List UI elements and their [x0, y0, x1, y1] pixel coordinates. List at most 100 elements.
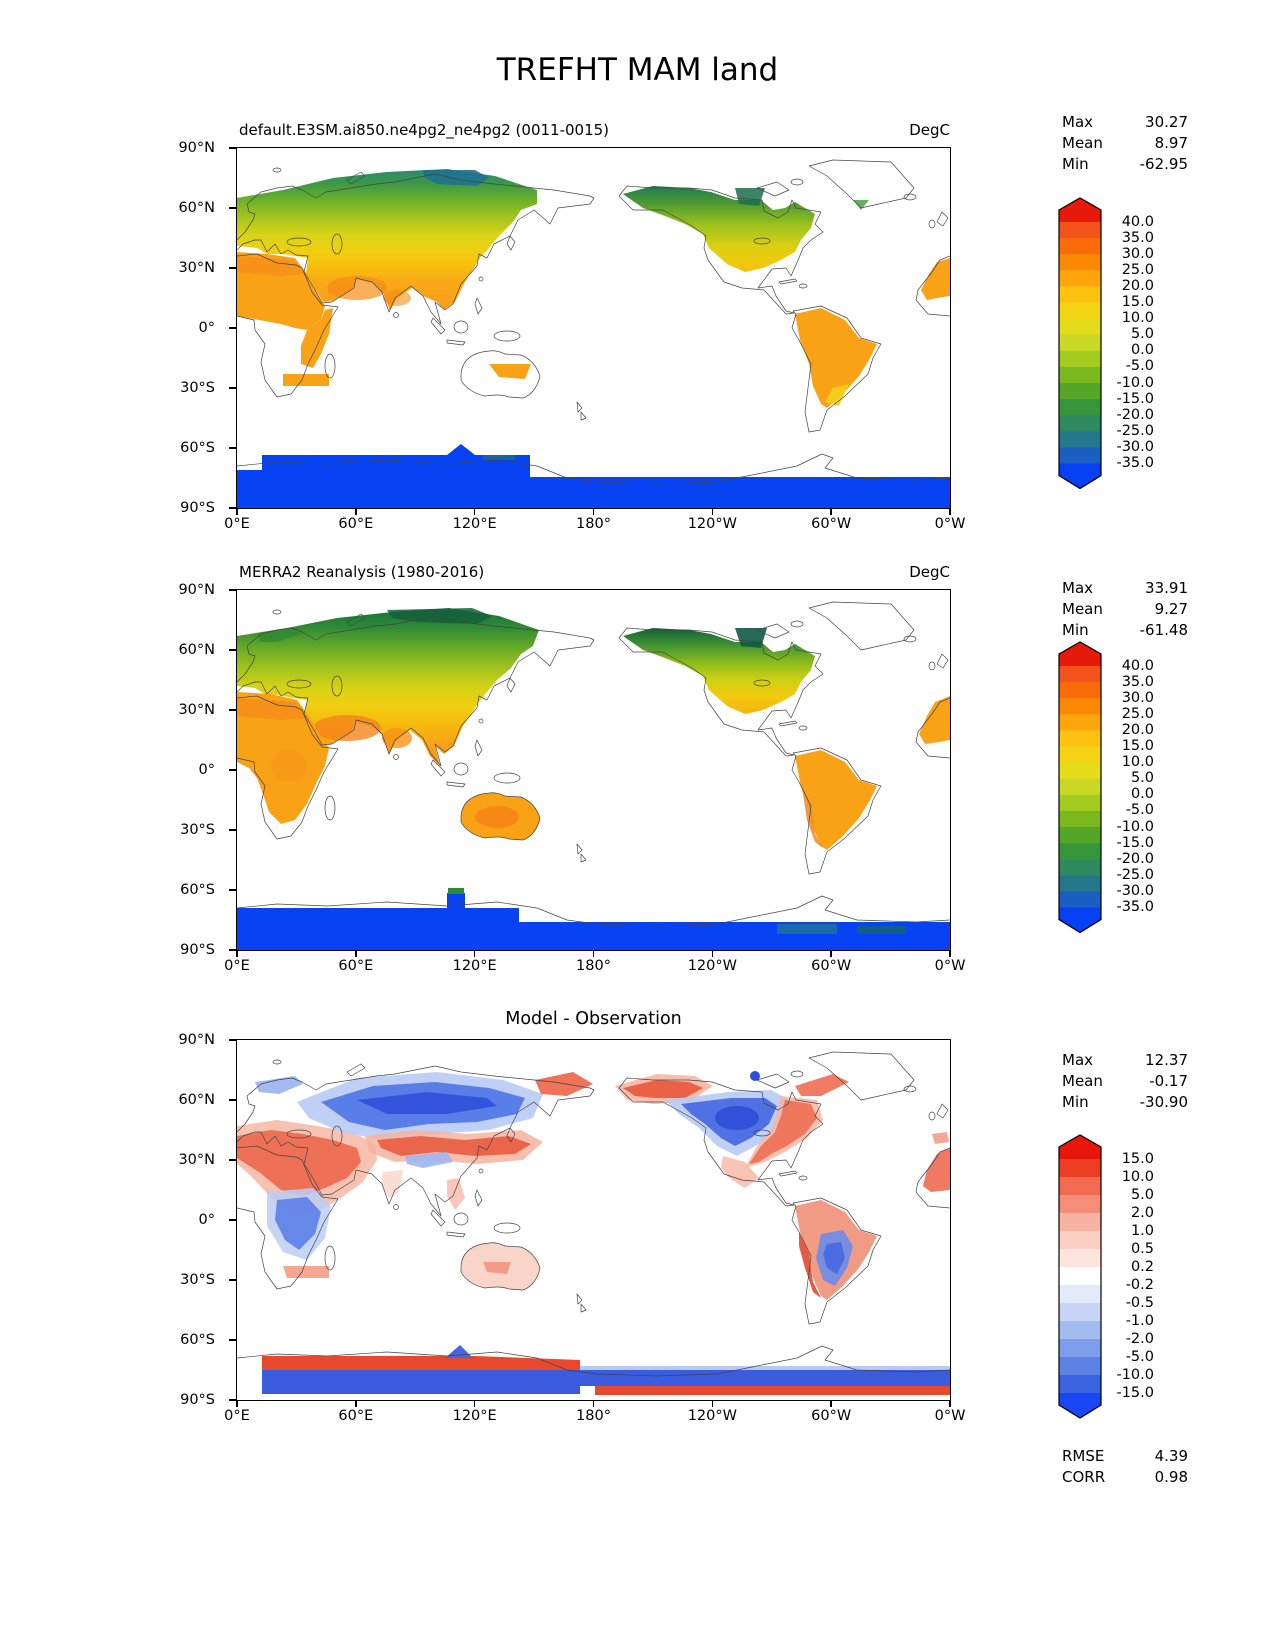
lon-tick-mark: [592, 950, 595, 957]
colorbar-tick-label: 40.0: [1121, 657, 1154, 674]
lon-tick-label: 60°E: [338, 516, 374, 532]
lat-tick-label: 30°S: [180, 379, 215, 396]
world-map-model: [236, 159, 950, 508]
lon-tick-mark: [711, 950, 714, 957]
colorbar-tick-label: 30.0: [1121, 689, 1154, 706]
lon-tick-mark: [592, 1400, 595, 1407]
lon-tick-label: 60°E: [338, 1408, 374, 1424]
lon-tick-mark: [711, 508, 714, 515]
stat-value: 9.27: [1154, 600, 1188, 618]
lon-tick-mark: [949, 508, 951, 515]
colorbar-tick-label: 1.0: [1130, 1222, 1154, 1239]
colorbar-tick-label: -15.0: [1116, 834, 1154, 851]
map-frame-obs: [235, 588, 951, 951]
stat-row: Max 12.37: [1062, 1050, 1188, 1071]
lat-tick-mark: [229, 267, 236, 269]
lon-tick-label: 0°E: [224, 958, 250, 974]
colorbar-tick-label: 0.2: [1130, 1258, 1154, 1275]
stat-label: Mean: [1062, 1072, 1103, 1090]
lat-tick-mark: [229, 769, 236, 771]
lon-tick-mark: [236, 508, 238, 515]
stat-value: 8.97: [1154, 134, 1188, 152]
lat-tick-label: 90°N: [178, 1031, 215, 1048]
lat-tick-mark: [229, 147, 236, 149]
colorbar-tick-label: 40.0: [1121, 213, 1154, 230]
colorbar-tick-label: 10.0: [1121, 754, 1154, 771]
stat-row: Min -61.48: [1062, 620, 1188, 641]
lat-tick-mark: [229, 1279, 236, 1281]
stat-label: Max: [1062, 1051, 1094, 1069]
stat-label: CORR: [1062, 1468, 1106, 1486]
panel-model-subtitle: default.E3SM.ai850.ne4pg2_ne4pg2 (0011-0…: [239, 121, 610, 139]
lat-tick-label: 60°N: [178, 1091, 215, 1108]
lat-tick-mark: [229, 829, 236, 831]
lat-tick-mark: [229, 447, 236, 449]
stat-value: 30.27: [1145, 113, 1188, 131]
lat-tick-label: 60°N: [178, 199, 215, 216]
stat-label: RMSE: [1062, 1447, 1105, 1465]
lon-tick-mark: [830, 1400, 832, 1407]
panel-diff: Model - Observation: [178, 1009, 965, 1424]
lon-tick-label: 180°: [576, 958, 611, 974]
lon-tick-mark: [473, 1400, 476, 1407]
colorbar-tick-label: -15.0: [1116, 390, 1154, 407]
colorbar-model: 40.0 35.0 30.0 25.0 20.0 15.0 10.0 5.0 0.0 -5.0 -1…: [1058, 195, 1158, 496]
colorbar-tick-label: -2.0: [1125, 1330, 1154, 1347]
figure-title: TREFHT MAM land: [496, 52, 779, 88]
colorbar-tick-label: 30.0: [1121, 245, 1154, 262]
stat-row: CORR 0.98: [1062, 1467, 1188, 1488]
stat-row: Max 30.27: [1062, 112, 1188, 133]
lat-tick-label: 90°S: [180, 941, 215, 958]
lat-tick-mark: [229, 949, 236, 951]
lat-tick-mark: [229, 709, 236, 711]
lat-tick-mark: [229, 1039, 236, 1041]
stat-label: Mean: [1062, 600, 1103, 618]
colorbar-tick-label: -0.5: [1125, 1294, 1154, 1311]
colorbar-tick-label: -35.0: [1116, 455, 1154, 471]
stat-value: -0.17: [1149, 1072, 1188, 1090]
lon-tick-mark: [236, 1400, 238, 1407]
lat-tick-mark: [229, 589, 236, 591]
lat-tick-label: 60°S: [180, 1331, 215, 1348]
lon-tick-mark: [236, 950, 238, 957]
lon-tick-mark: [830, 508, 832, 515]
panel-obs-units: DegC: [909, 563, 950, 581]
lon-axis-diff: 0°E 60°E 120°E 180° 120°W 60°W 0°W: [224, 1408, 965, 1428]
panel-obs-subtitle: MERRA2 Reanalysis (1980-2016): [239, 563, 485, 581]
stat-row: RMSE 4.39: [1062, 1446, 1188, 1467]
colorbar-tick-label: -35.0: [1116, 899, 1154, 915]
stat-row: Mean -0.17: [1062, 1071, 1188, 1092]
stats-obs: Max 33.91 Mean 9.27 Min -61.48: [1062, 578, 1188, 641]
stats-model: Max 30.27 Mean 8.97 Min -62.95: [1062, 112, 1188, 175]
colorbar-scale: [1058, 1134, 1102, 1419]
colorbar-tick-label: 0.0: [1130, 342, 1154, 359]
colorbar-tick-label: 10.0: [1121, 1168, 1154, 1185]
stat-label: Max: [1062, 579, 1094, 597]
stat-value: 4.39: [1154, 1447, 1188, 1465]
lat-axis-diff: 90°N 60°N 30°N 0° 30°S 60°S 90°S: [141, 1032, 225, 1408]
lon-tick-label: 120°W: [687, 516, 737, 532]
colorbar-tick-label: 20.0: [1121, 277, 1154, 294]
colorbar-tick-label: -20.0: [1116, 850, 1154, 867]
stat-label: Max: [1062, 113, 1094, 131]
colorbar-scale: [1058, 197, 1102, 490]
colorbar-tick-label: -30.0: [1116, 882, 1154, 899]
lat-tick-label: 0°: [198, 761, 215, 778]
stat-value: 33.91: [1145, 579, 1188, 597]
lat-tick-label: 60°N: [178, 641, 215, 658]
panel-obs: MERRA2 Reanalysis (1980-2016) DegC: [178, 563, 965, 974]
lon-tick-label: 0°W: [934, 516, 966, 532]
colorbar-tick-label: 5.0: [1130, 326, 1154, 343]
lat-tick-label: 30°S: [180, 821, 215, 838]
lon-tick-label: 120°E: [452, 1408, 497, 1424]
lon-tick-mark: [473, 950, 476, 957]
colorbar-tick-label: -0.2: [1125, 1276, 1154, 1293]
lon-axis-model: 0°E 60°E 120°E 180° 120°W 60°W 0°W: [224, 516, 965, 536]
map-frame-diff: [235, 1038, 951, 1401]
stat-label: Min: [1062, 155, 1089, 173]
lon-tick-mark: [473, 508, 476, 515]
lat-tick-label: 30°N: [178, 1151, 215, 1168]
lon-tick-label: 60°W: [811, 1408, 852, 1424]
colorbar-tick-label: 25.0: [1121, 261, 1154, 278]
